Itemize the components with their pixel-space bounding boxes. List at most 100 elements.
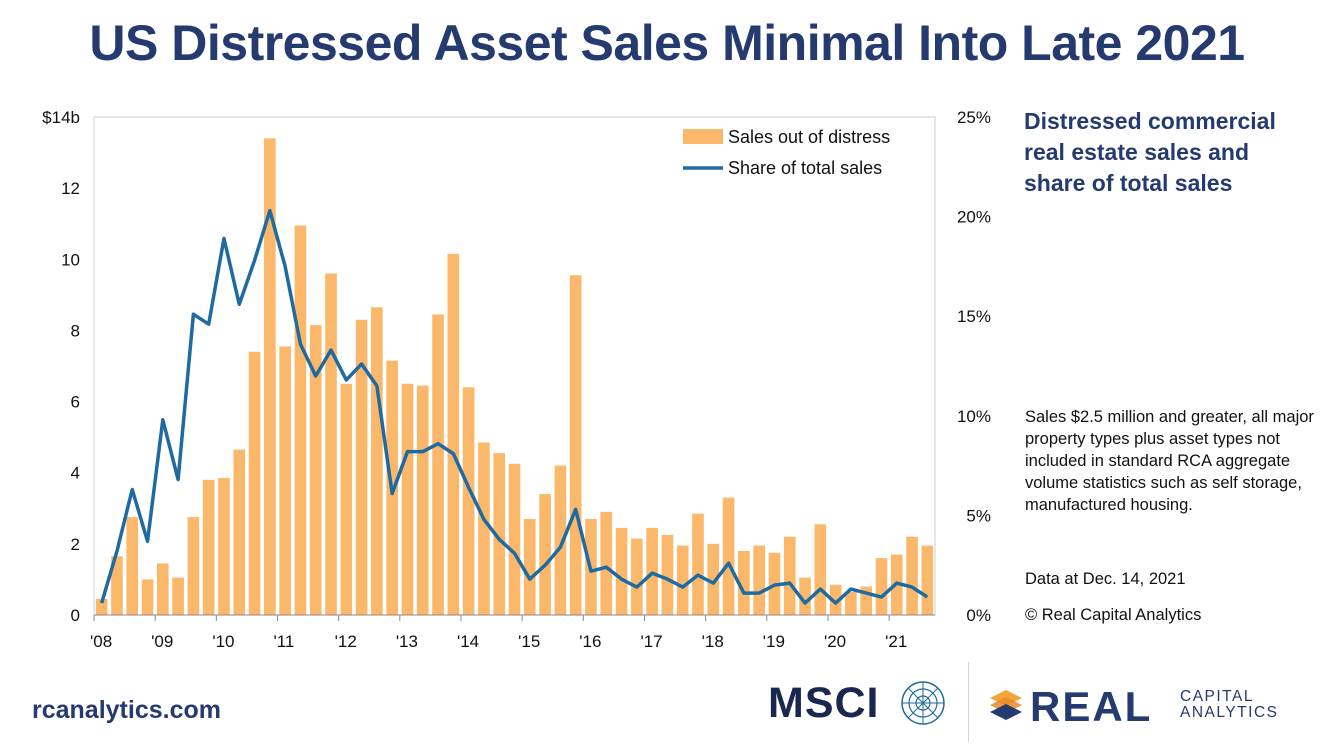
rca-logo-analytics: ANALYTICS [1180,704,1279,721]
data-date: Data at Dec. 14, 2021 [1025,570,1186,588]
bar-12 [279,346,291,615]
bar-18 [371,307,383,615]
bar-8 [218,478,230,615]
rca-logo-capital: CAPITAL [1180,688,1254,705]
x-tick-label-7: '15 [518,632,540,651]
bar-17 [355,319,368,615]
x-tick-label-13: '21 [885,632,907,651]
legend-bar-swatch [683,129,723,144]
legend-label-bars: Sales out of distress [728,127,890,147]
x-axis-labels: '08 '09 '10 '11 '12 '13 '14 '15 '16 '17 '18 '19 '20 '… [90,632,907,651]
bar-28 [523,518,536,615]
bar-2 [126,517,139,615]
bar-41 [722,497,735,615]
x-tick-label-1: '09 [151,632,173,651]
bar-25 [478,442,490,615]
y-left-tick-label-3: 6 [71,393,80,412]
bar-31 [569,275,582,615]
bar-34 [615,527,628,615]
bar-27 [508,463,521,615]
bar-29 [539,494,551,615]
bar-15 [325,273,337,615]
bar-6 [187,517,200,615]
y-left-tick-label-7: $14b [42,108,80,127]
bar-16 [340,383,353,615]
bar-11 [264,138,276,615]
bar-0 [95,598,108,615]
y-left-tick-label-6: 12 [61,179,80,198]
copyright: © Real Capital Analytics [1025,606,1202,624]
legend-label-line: Share of total sales [728,158,882,178]
bar-47 [814,524,827,615]
bar-33 [600,511,613,615]
bar-38 [676,545,689,615]
chart-title: US Distressed Asset Sales Minimal Into L… [89,15,1245,71]
bar-5 [172,577,184,615]
bar-40 [707,543,720,615]
bar-37 [661,534,674,615]
bar-9 [233,449,246,615]
bar-50 [860,586,872,615]
bar-42 [738,550,750,615]
msci-globe-icon [901,681,945,725]
line-layer [99,208,929,605]
x-tick-label-3: '11 [273,632,294,651]
rca-logo-real: REAL [1030,683,1153,730]
y-right-axis: 0% 5% 10% 15% 20% 25% [957,108,991,625]
x-tick-label-8: '16 [579,632,601,651]
bar-23 [447,253,460,615]
y-right-tick-label-2: 10% [957,407,991,426]
y-right-tick-label-5: 25% [957,108,991,127]
logo-divider [968,662,969,742]
bar-43 [753,545,765,615]
bar-53 [906,536,918,615]
bar-26 [493,453,506,615]
x-tick-label-0: '08 [90,632,112,651]
methodology-note: Sales $2.5 million and greater, all majo… [1025,408,1314,514]
x-ticks-layer [93,615,890,621]
chart-subtitle: Distressed commercial real estate sales … [1024,108,1276,196]
bar-46 [799,577,811,615]
y-left-tick-label-1: 2 [71,535,80,554]
bar-51 [875,558,888,615]
legend: Sales out of distress Share of total sal… [683,127,890,178]
bar-30 [554,465,567,615]
y-left-tick-label-4: 8 [71,321,80,340]
bar-48 [829,584,842,615]
x-tick-label-2: '10 [212,632,234,651]
msci-logo-text: MSCI [768,679,880,727]
rca-stack-icon [990,690,1022,720]
y-left-tick-label-2: 4 [71,464,80,483]
y-right-tick-label-3: 15% [957,307,991,326]
x-tick-label-9: '17 [640,632,662,651]
x-tick-label-10: '18 [702,632,724,651]
bar-45 [783,536,796,615]
bar-13 [294,225,307,616]
bar-4 [157,563,169,615]
y-left-axis: 0 2 4 6 8 10 12 $14b [42,108,80,625]
bar-7 [202,479,215,615]
x-tick-label-11: '19 [763,632,785,651]
website-link[interactable]: rcanalytics.com [32,696,221,724]
bar-24 [462,387,475,615]
x-tick-label-4: '12 [335,632,357,651]
bar-49 [845,591,857,615]
y-right-tick-label-4: 20% [957,208,991,227]
bar-14 [309,325,322,615]
x-tick-label-12: '20 [824,632,846,651]
bar-35 [631,538,643,615]
y-left-tick-label-5: 10 [61,250,80,269]
bar-20 [401,383,414,615]
bar-3 [141,579,154,615]
x-tick-label-6: '14 [457,632,479,651]
bar-21 [416,385,429,615]
bar-10 [248,351,261,615]
bar-39 [692,513,704,615]
bar-54 [921,545,934,615]
y-right-tick-label-1: 5% [966,506,991,525]
x-tick-label-5: '13 [396,632,418,651]
bar-22 [432,314,444,615]
y-left-tick-label-0: 0 [71,606,80,625]
bar-1 [111,556,123,615]
